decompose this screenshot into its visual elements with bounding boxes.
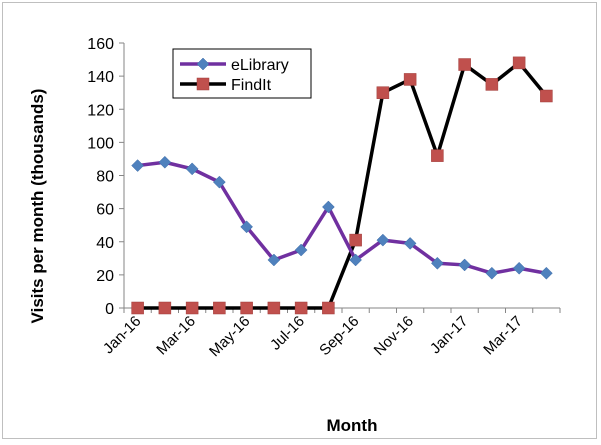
- y-tick-label: 100: [87, 135, 114, 152]
- legend-findit-marker: [196, 77, 210, 91]
- series-findit-point: [267, 301, 281, 315]
- x-tick-label: Jan-17: [427, 313, 471, 357]
- series-elibrary-point: [540, 266, 553, 280]
- series-findit-point: [512, 56, 526, 70]
- x-tick-label: May-16: [206, 313, 253, 360]
- series-elibrary-point: [158, 155, 172, 169]
- line-chart: 0 20 40 60 80 100 120 140 160 Jan-16 Mar-16 May-16 J…: [28, 36, 561, 435]
- x-tick-label: Nov-16: [371, 313, 417, 359]
- series-elibrary-point: [376, 233, 390, 247]
- series-elibrary-point: [185, 162, 199, 176]
- series-findit-point: [349, 233, 362, 247]
- series-findit: [131, 56, 553, 315]
- legend-box: [172, 48, 312, 99]
- series-findit-point: [158, 301, 172, 315]
- y-tick-label: 40: [96, 235, 114, 252]
- series-elibrary-point: [349, 253, 362, 267]
- series-findit-point: [322, 301, 335, 315]
- y-tick-label: 160: [87, 36, 114, 53]
- series-findit-point: [431, 149, 444, 162]
- y-tick-label: 120: [87, 102, 114, 119]
- series-findit-point: [540, 89, 553, 103]
- series-elibrary-point: [213, 175, 226, 189]
- series-findit-point: [131, 301, 144, 315]
- y-tick-label: 20: [96, 268, 114, 285]
- legend-entry-elibrary: eLibrary: [180, 57, 289, 74]
- x-tick-label: Jan-16: [100, 313, 144, 357]
- legend-elibrary-marker: [196, 57, 210, 71]
- legend-findit-label: FindIt: [231, 77, 272, 94]
- series-findit-point: [185, 301, 199, 315]
- series-findit-line: [137, 61, 548, 310]
- series-findit-point: [240, 301, 253, 315]
- series-findit-point: [485, 78, 499, 91]
- y-tick-label: 0: [105, 301, 114, 318]
- series-findit-point: [376, 86, 390, 99]
- series-elibrary: [131, 155, 553, 280]
- series-elibrary-point: [485, 266, 499, 280]
- series-findit-point: [213, 301, 226, 315]
- series-elibrary-point: [458, 258, 471, 272]
- y-tick-label: 80: [96, 169, 114, 186]
- series-elibrary-point: [267, 253, 281, 267]
- series-elibrary-point: [294, 243, 308, 257]
- series-elibrary-point: [240, 220, 253, 234]
- series-elibrary-point: [512, 261, 526, 275]
- series-elibrary-point: [403, 237, 417, 250]
- x-tick-label: Jul-16: [267, 313, 308, 354]
- chart-frame: 0 20 40 60 80 100 120 140 160 Jan-16 Mar-16 May-16 J…: [2, 2, 597, 439]
- x-tick-label: Mar-17: [480, 313, 526, 359]
- series-elibrary-point: [431, 256, 444, 270]
- series-elibrary-point: [131, 159, 144, 172]
- series-findit-point: [294, 301, 308, 315]
- x-tick-label: Mar-16: [153, 313, 199, 359]
- x-tick-label: Sep-16: [316, 313, 362, 359]
- series-elibrary-line: [137, 160, 547, 275]
- series-findit-point: [458, 58, 471, 71]
- legend-elibrary-label: eLibrary: [231, 57, 289, 74]
- y-tick-label: 60: [96, 202, 114, 219]
- legend-entry-findit: FindIt: [180, 77, 272, 94]
- series-elibrary-point: [322, 200, 335, 214]
- series-findit-point: [403, 73, 417, 86]
- y-axis-title: Visits per month (thousands): [28, 89, 47, 324]
- x-axis-title: Month: [327, 416, 378, 435]
- y-tick-label: 140: [87, 69, 114, 86]
- legend: eLibrary FindIt: [172, 48, 312, 99]
- series-layer: [131, 56, 553, 315]
